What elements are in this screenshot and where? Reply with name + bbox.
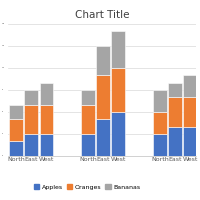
Bar bbox=[81, 105, 95, 134]
Bar bbox=[168, 127, 182, 156]
Bar bbox=[96, 119, 110, 156]
Bar bbox=[9, 141, 23, 156]
Title: Chart Title: Chart Title bbox=[75, 10, 129, 20]
Bar bbox=[96, 75, 110, 119]
Bar bbox=[111, 112, 125, 156]
Bar bbox=[153, 112, 167, 134]
Bar bbox=[168, 83, 182, 97]
Bar bbox=[153, 134, 167, 156]
Bar bbox=[168, 97, 182, 127]
Bar bbox=[24, 90, 38, 105]
Bar bbox=[96, 46, 110, 75]
Bar bbox=[24, 134, 38, 156]
Bar bbox=[40, 134, 53, 156]
Legend: Apples, Oranges, Bananas: Apples, Oranges, Bananas bbox=[31, 182, 143, 192]
Bar bbox=[111, 68, 125, 112]
Bar bbox=[9, 119, 23, 141]
Bar bbox=[111, 31, 125, 68]
Bar bbox=[40, 105, 53, 134]
Bar bbox=[153, 90, 167, 112]
Bar bbox=[9, 105, 23, 119]
Bar bbox=[81, 134, 95, 156]
Bar bbox=[183, 97, 197, 127]
Bar bbox=[24, 105, 38, 134]
Bar bbox=[40, 83, 53, 105]
Bar bbox=[183, 75, 197, 97]
Bar bbox=[183, 127, 197, 156]
Bar bbox=[81, 90, 95, 105]
